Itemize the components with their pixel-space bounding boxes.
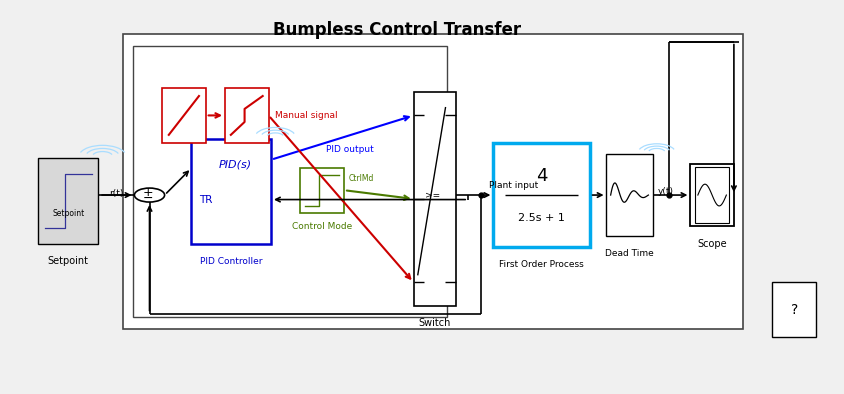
Text: Bumpless Control Transfer: Bumpless Control Transfer — [273, 21, 521, 39]
Text: Scope: Scope — [697, 239, 727, 249]
Text: 4: 4 — [536, 167, 547, 185]
Bar — [414, 92, 456, 306]
Text: Control Mode: Control Mode — [292, 222, 352, 230]
Text: PID Controller: PID Controller — [200, 256, 262, 266]
Text: PID output: PID output — [326, 145, 373, 154]
Text: Dead Time: Dead Time — [605, 249, 654, 258]
Text: +: + — [143, 186, 153, 199]
Text: CtrlMd: CtrlMd — [349, 174, 374, 183]
Text: Setpoint: Setpoint — [47, 256, 89, 266]
Bar — [772, 282, 816, 337]
Bar — [122, 34, 743, 329]
Bar — [493, 143, 590, 247]
Text: Plant input: Plant input — [489, 181, 538, 190]
Text: ?: ? — [791, 303, 798, 317]
Text: 2.5s + 1: 2.5s + 1 — [518, 213, 565, 223]
Bar — [607, 154, 652, 236]
Text: PID(s): PID(s) — [219, 160, 252, 170]
Bar — [690, 164, 734, 226]
Bar — [162, 88, 206, 143]
Bar — [695, 167, 729, 223]
Bar — [300, 168, 344, 212]
Text: r(t): r(t) — [110, 189, 124, 198]
Text: First Order Process: First Order Process — [499, 260, 584, 269]
Text: y(t): y(t) — [657, 187, 674, 196]
Text: TR: TR — [199, 195, 213, 204]
Text: Switch: Switch — [419, 318, 451, 328]
Text: Manual signal: Manual signal — [275, 111, 338, 120]
Text: >=: >= — [425, 191, 440, 199]
Text: −: − — [143, 191, 153, 204]
Bar — [225, 88, 268, 143]
Text: Setpoint: Setpoint — [52, 209, 84, 218]
Bar — [192, 139, 271, 243]
Bar — [38, 158, 99, 243]
Bar — [133, 45, 447, 318]
